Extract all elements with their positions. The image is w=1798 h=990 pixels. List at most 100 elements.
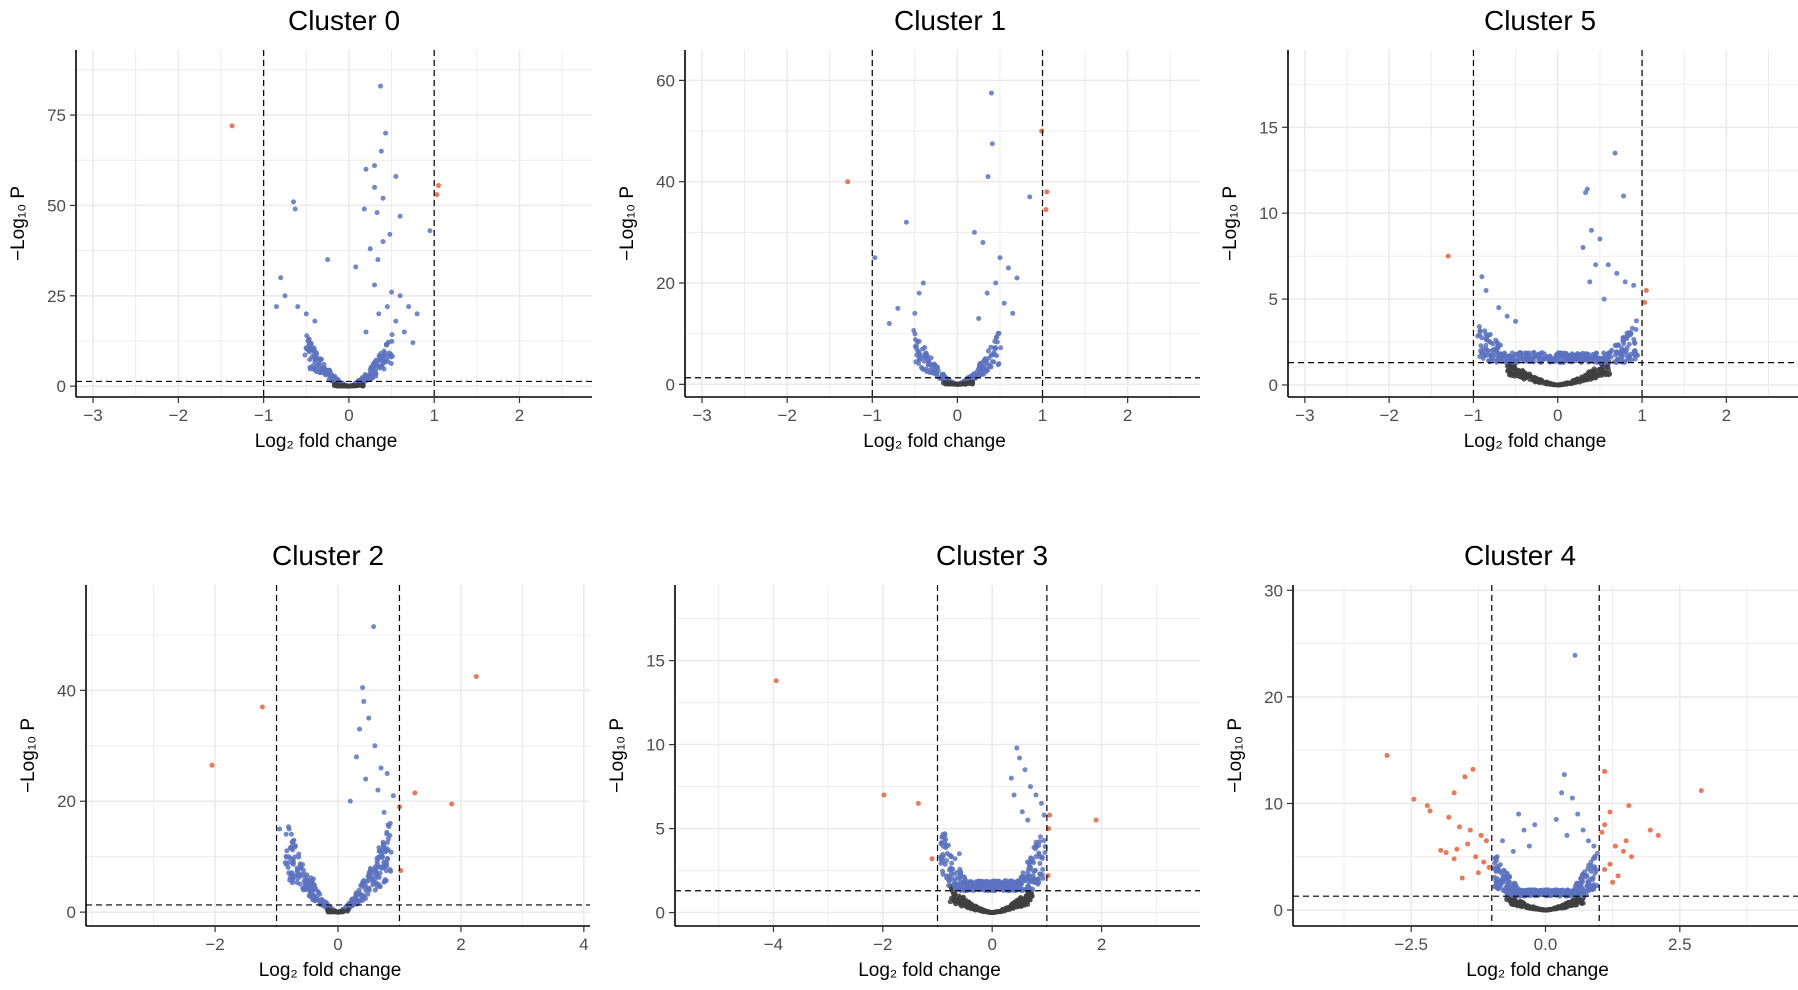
point-p-value (375, 787, 381, 793)
point-p-value (1583, 190, 1589, 196)
point-p-value (945, 842, 951, 848)
point-p-value (1497, 351, 1503, 357)
point-p-value (1037, 860, 1043, 866)
point-p-value (366, 885, 372, 891)
point-p-and-fold-change (1599, 829, 1605, 835)
point-p-value (380, 839, 386, 845)
point-p-and-fold-change (209, 762, 215, 768)
point-p-value (1539, 350, 1545, 356)
point-p-value (1521, 827, 1527, 833)
point-p-value (389, 332, 395, 338)
point-p-value (1533, 354, 1539, 360)
point-p-value (1591, 884, 1597, 890)
point-p-value (1592, 359, 1598, 365)
point-p-and-fold-change (1465, 841, 1471, 847)
point-p-value (1526, 843, 1532, 849)
point-p-value (1586, 882, 1592, 888)
point-p-value (1027, 194, 1033, 200)
point-not-significant (332, 382, 338, 388)
y-tick-label: 5 (1269, 290, 1278, 309)
point-p-value (1561, 350, 1567, 356)
point-p-and-fold-change (1467, 827, 1473, 833)
point-p-value (294, 865, 300, 871)
point-p-and-fold-change (1093, 817, 1099, 823)
point-p-value (1026, 876, 1032, 882)
point-p-value (1612, 342, 1618, 348)
point-not-significant (960, 381, 966, 387)
point-p-and-fold-change (1628, 854, 1634, 860)
point-p-value (1575, 811, 1581, 817)
point-p-value (303, 878, 309, 884)
point-p-value (1038, 800, 1044, 806)
point-not-significant (1572, 902, 1578, 908)
point-p-value (1594, 850, 1600, 856)
point-p-value (388, 849, 394, 855)
point-p-value (377, 864, 383, 870)
point-p-value (995, 330, 1001, 336)
point-p-and-fold-change (1602, 867, 1608, 873)
point-p-value (1040, 866, 1046, 872)
point-p-value (1531, 889, 1537, 895)
point-p-value (1578, 879, 1584, 885)
point-p-value (988, 90, 994, 96)
x-tick-label: 2 (1722, 406, 1731, 425)
x-axis-title: Log₂ fold change (1466, 960, 1609, 981)
point-p-value (985, 367, 991, 373)
point-p-and-fold-change (845, 179, 851, 185)
point-p-value (1615, 350, 1621, 356)
point-not-significant (1550, 382, 1556, 388)
point-p-value (389, 338, 395, 344)
panel-title: Cluster 0 (288, 5, 400, 36)
grid (76, 50, 592, 397)
point-p-value (393, 318, 399, 324)
point-p-value (319, 896, 325, 902)
point-p-value (1504, 881, 1510, 887)
point-p-value (1484, 337, 1490, 343)
point-p-value (290, 199, 296, 205)
point-p-value (988, 364, 994, 370)
point-p-value (1483, 342, 1489, 348)
point-p-value (383, 868, 389, 874)
point-p-value (312, 318, 318, 324)
point-p-value (1001, 881, 1007, 887)
point-p-value (1041, 838, 1047, 844)
point-p-value (923, 350, 929, 356)
point-p-value (918, 354, 924, 360)
point-p-value (916, 361, 922, 367)
point-p-and-fold-change (1626, 803, 1632, 809)
point-p-value (985, 348, 991, 354)
point-p-value (1602, 357, 1608, 363)
point-p-value (918, 365, 924, 371)
point-p-value (1488, 352, 1494, 358)
point-p-value (1498, 356, 1504, 362)
point-p-value (1014, 275, 1020, 281)
point-p-value (1516, 811, 1522, 817)
point-p-and-fold-change (929, 856, 935, 862)
point-p-value (916, 290, 922, 296)
point-p-value (1587, 279, 1593, 285)
y-tick-label: 40 (656, 173, 675, 192)
point-p-value (314, 894, 320, 900)
point-not-significant (1014, 899, 1020, 905)
point-p-value (922, 344, 928, 350)
point-p-value (302, 352, 308, 358)
point-p-value (957, 866, 963, 872)
point-p-value (388, 354, 394, 360)
point-p-value (971, 229, 977, 235)
point-p-and-fold-change (434, 192, 440, 198)
point-p-value (1572, 652, 1578, 658)
point-p-value (977, 362, 983, 368)
points (1445, 150, 1649, 388)
point-p-value (995, 362, 1001, 368)
point-not-significant (960, 901, 966, 907)
y-axis-title: −Log₁₀ P (1225, 718, 1246, 793)
point-p-value (296, 851, 302, 857)
point-p-value (990, 359, 996, 365)
point-p-value (1040, 875, 1046, 881)
point-p-value (954, 869, 960, 875)
point-p-value (377, 83, 383, 89)
point-p-value (946, 875, 952, 881)
point-p-value (940, 832, 946, 838)
point-p-value (1513, 883, 1519, 889)
point-p-value (940, 376, 946, 382)
